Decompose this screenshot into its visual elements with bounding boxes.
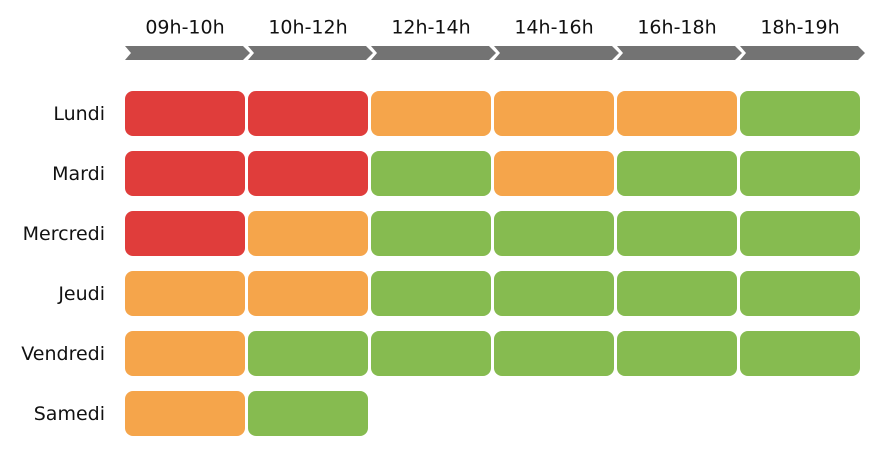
time-arrow: [125, 46, 250, 60]
time-slot: [248, 91, 368, 136]
time-arrow: [740, 46, 865, 60]
time-slot: [617, 271, 737, 316]
time-slot: [494, 151, 614, 196]
row-label: Mercredi: [23, 223, 105, 245]
time-slot: [125, 211, 245, 256]
column-label: 10h-12h: [268, 17, 347, 39]
time-slot: [125, 391, 245, 436]
time-slot: [371, 271, 491, 316]
column-label: 12h-14h: [391, 17, 470, 39]
time-slot: [248, 271, 368, 316]
time-slot: [740, 331, 860, 376]
column-label: 16h-18h: [637, 17, 716, 39]
time-slot: [125, 271, 245, 316]
time-slot: [371, 211, 491, 256]
column-label: 18h-19h: [760, 17, 839, 39]
time-slot: [125, 91, 245, 136]
time-slot: [125, 331, 245, 376]
time-slot: [494, 331, 614, 376]
time-slot: [248, 391, 368, 436]
row-label: Samedi: [34, 403, 105, 425]
column-label: 09h-10h: [145, 17, 224, 39]
time-slot: [371, 151, 491, 196]
time-slot: [740, 151, 860, 196]
time-slot: [125, 151, 245, 196]
time-slot: [740, 211, 860, 256]
time-slot: [494, 271, 614, 316]
time-slot: [494, 211, 614, 256]
time-arrow: [494, 46, 619, 60]
time-slot: [371, 91, 491, 136]
time-slot: [248, 211, 368, 256]
time-slot: [617, 331, 737, 376]
time-slot: [617, 151, 737, 196]
time-slot: [248, 151, 368, 196]
row-label: Vendredi: [21, 343, 105, 365]
row-label: Lundi: [53, 103, 105, 125]
time-arrow: [248, 46, 373, 60]
time-slot: [248, 331, 368, 376]
row-label: Mardi: [52, 163, 105, 185]
time-slot: [371, 331, 491, 376]
time-slot: [740, 271, 860, 316]
time-slot: [494, 91, 614, 136]
time-slot: [617, 211, 737, 256]
time-arrow: [371, 46, 496, 60]
row-label: Jeudi: [57, 283, 105, 305]
column-label: 14h-16h: [514, 17, 593, 39]
time-slot: [617, 91, 737, 136]
time-arrow: [617, 46, 742, 60]
time-slot: [740, 91, 860, 136]
